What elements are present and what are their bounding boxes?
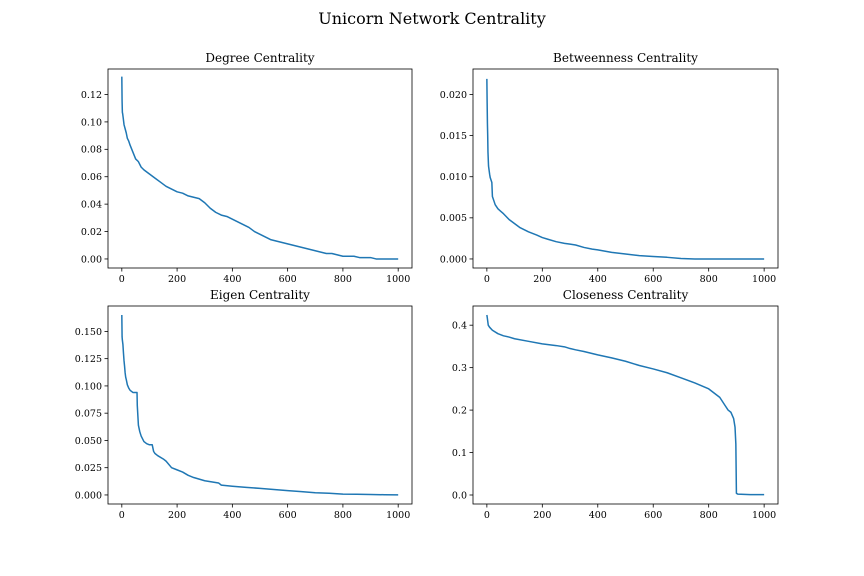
degree-axes-frame [107, 68, 413, 269]
eigen-x-tick-label: 800 [334, 510, 352, 521]
closeness-y-tick-label: 0.3 [452, 363, 467, 374]
degree-y-tick-label: 0.04 [81, 200, 102, 211]
betweenness-plot-title: Betweenness Centrality [553, 51, 698, 65]
betweenness-x-tick-label: 0 [484, 274, 490, 285]
degree-y-tick-label: 0.12 [81, 90, 102, 101]
degree-y-tick-label: 0.08 [81, 145, 102, 156]
closeness-x-tick-label: 800 [700, 510, 718, 521]
betweenness-x-tick-label: 600 [644, 274, 662, 285]
degree-y-tick-label: 0.10 [81, 117, 102, 128]
eigen-x-tick-label: 1000 [386, 510, 410, 521]
betweenness-x-tick-label: 1000 [752, 274, 776, 285]
closeness-x-tick-label: 200 [533, 510, 551, 521]
eigen-y-tick-label: 0.075 [75, 409, 102, 420]
betweenness-y-tick-label: 0.005 [440, 213, 467, 224]
eigen-y-tick-label: 0.000 [75, 490, 102, 501]
eigen-y-tick-label: 0.100 [75, 381, 102, 392]
eigen-x-tick-label: 600 [279, 510, 297, 521]
eigen-y-tick-label: 0.125 [75, 354, 102, 365]
subplot-closeness: Closeness Centrality 0 200 400 600 800 1000 0.0… [452, 288, 779, 521]
eigen-x-tick-label: 0 [119, 510, 125, 521]
betweenness-y-tick-label: 0.020 [440, 90, 467, 101]
closeness-x-tick-label: 1000 [752, 510, 776, 521]
subplot-degree: Degree Centrality 0 200 400 600 800 1000 0.00 0.… [81, 51, 413, 285]
eigen-series-line [121, 315, 399, 496]
degree-x-tick-label: 1000 [386, 274, 410, 285]
closeness-axes-frame [472, 305, 779, 505]
closeness-series-line [486, 314, 765, 496]
closeness-x-tick-label: 0 [484, 510, 490, 521]
degree-series-line [121, 76, 399, 260]
betweenness-y-tick-label: 0.015 [440, 131, 467, 142]
figure-title: Unicorn Network Centrality [318, 9, 546, 28]
betweenness-y-tick-label: 0.000 [440, 254, 467, 265]
betweenness-series-line [486, 78, 765, 260]
degree-x-tick-label: 0 [119, 274, 125, 285]
closeness-plot-title: Closeness Centrality [563, 288, 689, 302]
subplot-eigen: Eigen Centrality 0 200 400 600 800 1000 0.000 0.… [75, 288, 413, 521]
closeness-y-tick-label: 0.0 [452, 490, 467, 501]
betweenness-x-tick-label: 400 [589, 274, 607, 285]
degree-x-tick-label: 200 [168, 274, 186, 285]
eigen-x-tick-label: 400 [223, 510, 241, 521]
degree-x-tick-label: 600 [279, 274, 297, 285]
degree-y-tick-label: 0.02 [81, 227, 102, 238]
degree-x-tick-label: 400 [223, 274, 241, 285]
betweenness-x-tick-label: 800 [700, 274, 718, 285]
closeness-x-tick-label: 600 [644, 510, 662, 521]
degree-y-tick-label: 0.06 [81, 172, 102, 183]
eigen-x-tick-label: 200 [168, 510, 186, 521]
closeness-y-tick-label: 0.4 [452, 321, 467, 332]
eigen-axes-frame [107, 305, 413, 505]
eigen-y-tick-label: 0.150 [75, 327, 102, 338]
subplot-betweenness: Betweenness Centrality 0 200 400 600 800 1000 0… [440, 51, 779, 285]
betweenness-axes-frame [472, 68, 779, 269]
eigen-y-tick-label: 0.025 [75, 463, 102, 474]
degree-x-tick-label: 800 [334, 274, 352, 285]
closeness-y-tick-label: 0.1 [452, 448, 467, 459]
closeness-x-tick-label: 400 [589, 510, 607, 521]
eigen-plot-title: Eigen Centrality [210, 288, 310, 302]
degree-y-tick-label: 0.00 [81, 254, 102, 265]
closeness-y-tick-label: 0.2 [452, 405, 467, 416]
betweenness-x-tick-label: 200 [533, 274, 551, 285]
degree-plot-title: Degree Centrality [205, 51, 314, 65]
eigen-y-tick-label: 0.050 [75, 436, 102, 447]
betweenness-y-tick-label: 0.010 [440, 172, 467, 183]
